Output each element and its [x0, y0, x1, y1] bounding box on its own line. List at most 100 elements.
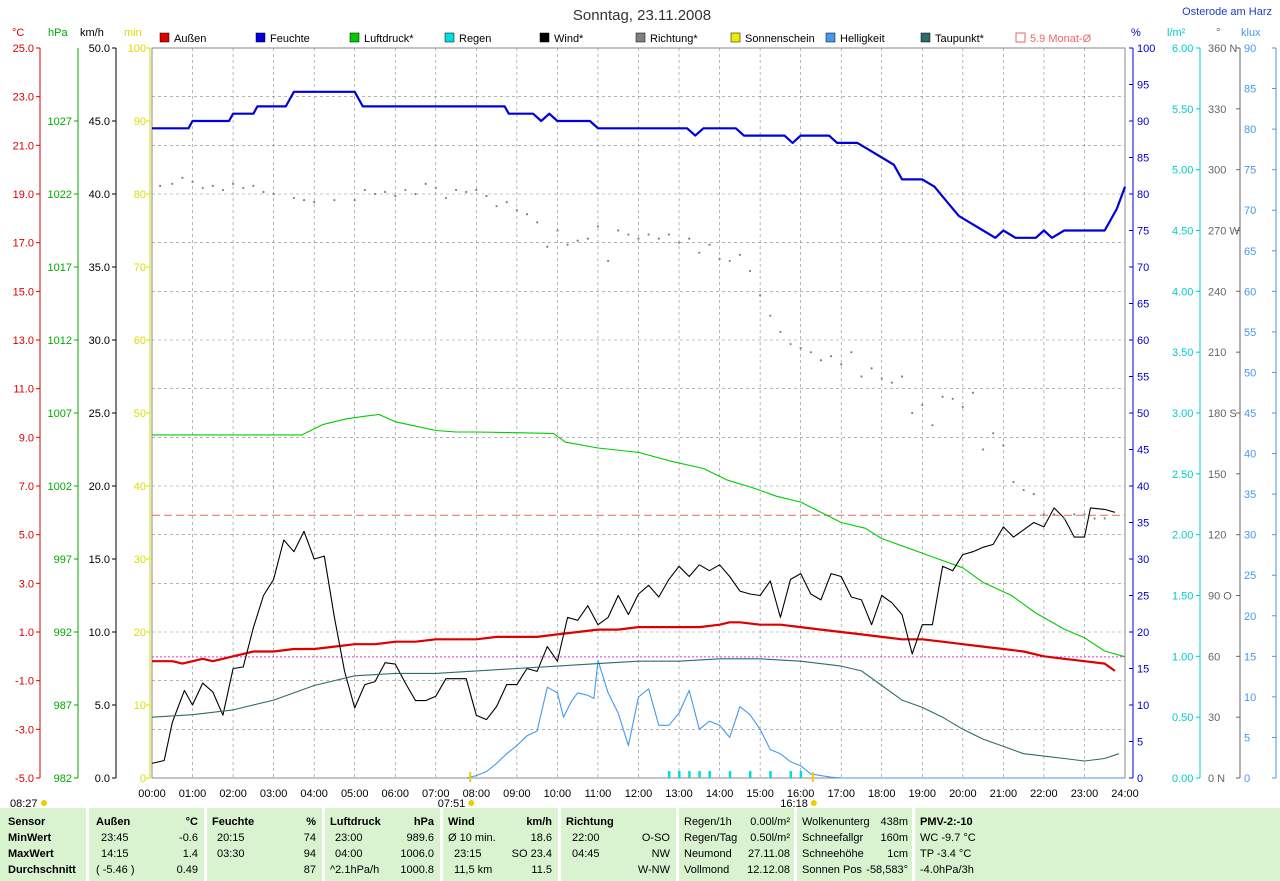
direction-point [252, 184, 255, 187]
direction-tick-label: 270 W [1208, 226, 1240, 238]
light-tick-label: 75 [1244, 165, 1256, 177]
aussen-min-value: -0.6 [179, 832, 198, 844]
direction-point [799, 347, 802, 350]
direction-point [789, 342, 792, 346]
x-tick-label: 22:00 [1030, 788, 1058, 800]
wind-max-time: 23:15 [454, 848, 482, 860]
luftdruck-min-value: 989.6 [406, 832, 434, 844]
direction-point [677, 241, 681, 244]
temp-tick-label: 21.0 [13, 140, 34, 152]
luftdruck-title: Luftdruck [330, 816, 381, 828]
rain-bar [678, 771, 681, 778]
humidity-tick-label: 50 [1137, 408, 1149, 420]
x-tick-label: 16:00 [787, 788, 815, 800]
legend-swatch [349, 32, 360, 43]
series-line-wind [151, 507, 1116, 764]
humidity-tick-label: 80 [1137, 189, 1149, 201]
legend-swatch [920, 32, 931, 43]
humidity-tick-label: 5 [1137, 737, 1143, 749]
direction-point [181, 176, 184, 179]
schneefall-label: Schneefallgr [802, 832, 864, 844]
humidity-tick-label: 25 [1137, 591, 1149, 603]
direction-point [1063, 517, 1066, 520]
wind-tick-label: 40.0 [89, 189, 110, 201]
direction-tick-label: 180 S [1208, 408, 1237, 420]
direction-point [292, 196, 295, 200]
unit-temp: °C [12, 27, 24, 39]
direction-point [931, 424, 934, 427]
wind-avg10-value: 18.6 [530, 832, 552, 844]
direction-point [829, 355, 833, 358]
light-tick-label: 50 [1244, 367, 1256, 379]
direction-point [576, 239, 579, 242]
sun-event-label: 16:18 [780, 798, 808, 808]
rain-bar [789, 771, 793, 778]
direction-point [272, 192, 275, 196]
x-tick-label: 20:00 [949, 788, 977, 800]
wind-tick-label: 10.0 [89, 627, 110, 639]
x-tick-label: 21:00 [990, 788, 1018, 800]
wind-tick-label: 50.0 [89, 43, 110, 55]
direction-point [779, 330, 782, 333]
temp-tick-label: 11.0 [13, 384, 34, 396]
direction-point [424, 182, 427, 185]
direction-tick-label: 360 N [1208, 43, 1237, 55]
x-tick-label: 11:00 [585, 788, 612, 800]
regen-tag-label: Regen/Tag [684, 832, 738, 844]
light-tick-label: 90 [1244, 43, 1256, 55]
rain-bar [728, 771, 732, 778]
legend-label: 5.9 Monat-Ø [1030, 33, 1092, 45]
pressure-tick-label: 992 [54, 627, 72, 639]
wind-avg10-label: Ø 10 min. [448, 832, 496, 844]
x-tick-label: 23:00 [1071, 788, 1099, 800]
vollmond-value: 12.12.08 [747, 864, 790, 876]
feuchte-avg-value: 87 [303, 864, 316, 876]
temp-tick-label: 5.0 [19, 530, 34, 542]
light-tick-label: 85 [1244, 84, 1256, 96]
pmv-tp: TP -3.4 °C [920, 848, 972, 860]
direction-point [708, 243, 711, 246]
x-tick-label: 09:00 [503, 788, 531, 800]
unit-lm: l/m² [1167, 27, 1186, 39]
direction-point [1052, 513, 1056, 516]
direction-tick-label: 150 [1208, 469, 1226, 481]
humidity-tick-label: 0 [1137, 773, 1143, 785]
min-label: MinWert [8, 832, 52, 844]
legend-label: Feuchte [270, 33, 310, 45]
wolken-label: Wolkenunterg [802, 816, 870, 828]
luftdruck-unit: hPa [413, 816, 434, 828]
direction-point [515, 209, 518, 212]
luftdruck-max-value: 1006.0 [400, 848, 434, 860]
max-label: MaxWert [8, 848, 54, 860]
prev-sunset-icon [41, 800, 47, 806]
rain-bar [698, 771, 701, 778]
direction-point [880, 377, 883, 380]
feuchte-min-value: 74 [303, 832, 316, 844]
legend-label: Außen [174, 33, 206, 45]
sun-event-icon [810, 800, 817, 806]
sun-tick-label: 20 [134, 627, 146, 639]
x-tick-label: 17:00 [827, 788, 855, 800]
x-tick-label: 02:00 [219, 788, 247, 800]
legend-label: Sonnenschein [745, 33, 815, 45]
direction-point [809, 351, 812, 354]
wind-run: 11,5 km [454, 864, 493, 876]
wind-title: Wind [448, 816, 475, 828]
direction-point [475, 188, 478, 192]
direction-point [688, 237, 691, 240]
rain-tick-label: 1.50 [1172, 591, 1193, 603]
rain-tick-label: 6.00 [1172, 43, 1193, 55]
direction-point [769, 314, 772, 317]
sun-tick-label: 90 [134, 116, 146, 128]
x-tick-label: 08:00 [463, 788, 491, 800]
direction-point [1093, 517, 1096, 520]
legend-label: Taupunkt* [935, 33, 985, 45]
luftdruck-min-time: 23:00 [335, 832, 363, 844]
x-tick-label: 06:00 [381, 788, 409, 800]
chart-title: Sonntag, 23.11.2008 [573, 7, 711, 24]
regen-1h-value: 0.00l/m² [750, 816, 790, 828]
sun-tick-label: 70 [134, 262, 146, 274]
wind-tick-label: 35.0 [89, 262, 110, 274]
plot-area: 07:51 16:18 08:27 [10, 90, 1127, 808]
direction-point [394, 194, 397, 198]
